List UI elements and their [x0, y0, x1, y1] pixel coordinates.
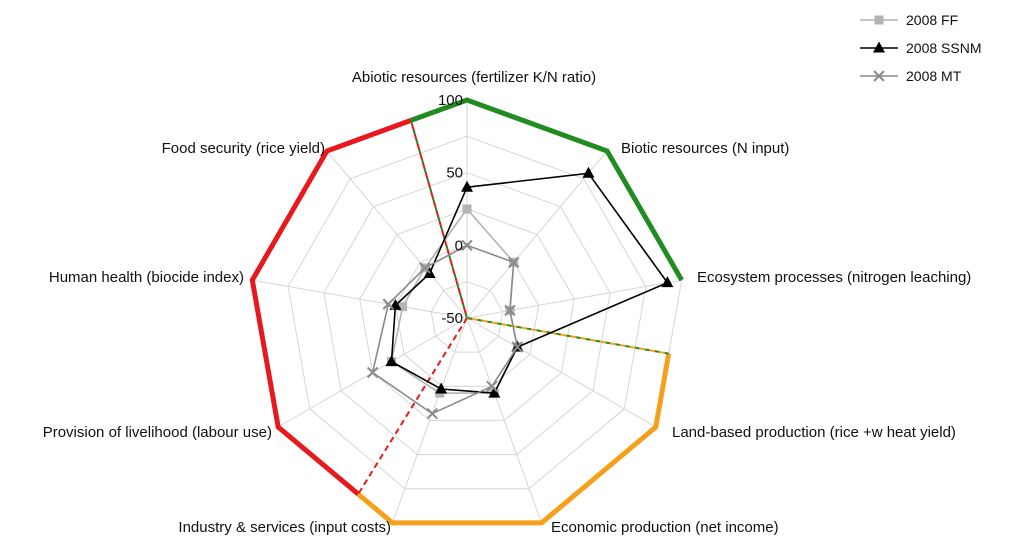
axis-label: Abiotic resources (fertilizer K/N ratio): [352, 69, 596, 86]
divider-line: [357, 317, 468, 495]
marker-triangle: [582, 166, 595, 178]
legend-label: 2008 FF: [906, 12, 958, 28]
marker-x: [508, 256, 520, 269]
axis-label: Biotic resources (N input): [621, 140, 789, 157]
tick-label: 50: [446, 165, 463, 182]
marker-x: [504, 304, 516, 317]
marker-x: [419, 262, 431, 274]
axis-label: Economic production (net income): [551, 519, 779, 536]
marker-x: [366, 366, 379, 379]
grid-spoke: [326, 150, 468, 319]
series-2008-mt: [366, 239, 524, 420]
axis-label: Food security (rice yield): [162, 140, 325, 157]
grid-ring: [323, 172, 611, 456]
marker-x: [511, 341, 524, 353]
outer-segment: [356, 353, 672, 526]
tick-labels: -50 0 50 100: [438, 92, 463, 327]
outer-segments: [249, 97, 684, 526]
series-2008-ssnm: [385, 166, 674, 398]
marker-x: [486, 380, 498, 392]
divider-line: [409, 120, 468, 319]
tick-label: 0: [455, 237, 463, 254]
grid-spoke: [466, 150, 608, 319]
axis-labels: Abiotic resources (fertilizer K/N ratio)…: [43, 69, 972, 536]
axis-label: Industry & services (input costs): [178, 519, 391, 536]
grid-spoke: [252, 279, 468, 319]
marker-triangle: [873, 41, 885, 53]
grid-spoke: [466, 279, 682, 319]
grid-ring: [287, 135, 647, 490]
marker-square: [462, 204, 472, 214]
marker-x: [873, 70, 885, 82]
legend: 2008 FF 2008 SSNM 2008 MT: [860, 12, 981, 84]
grid-spoke: [466, 317, 657, 428]
marker-x: [461, 239, 473, 252]
legend-item: 2008 MT: [860, 68, 962, 84]
grid-ring: [359, 208, 575, 421]
series-layer: [366, 166, 674, 420]
series-line: [390, 172, 669, 394]
marker-triangle: [661, 276, 674, 288]
marker-x: [426, 407, 438, 420]
series-2008-ff: [386, 204, 522, 398]
grid-spoke: [466, 317, 543, 524]
tick-label: 100: [438, 92, 463, 109]
divider-line: [466, 317, 669, 355]
grid-spoke: [391, 317, 468, 524]
axis-label: Land-based production (rice +w heat yiel…: [672, 424, 956, 441]
marker-square: [398, 302, 408, 312]
marker-x: [382, 298, 394, 310]
grid-ring: [430, 281, 504, 353]
axis-label: Human health (biocide index): [49, 269, 244, 286]
marker-triangle: [435, 382, 448, 394]
legend-label: 2008 SSNM: [906, 40, 981, 56]
axis-label: Ecosystem processes (nitrogen leaching): [697, 269, 971, 286]
legend-item: 2008 SSNM: [860, 40, 981, 56]
outer-segment: [410, 97, 684, 282]
marker-triangle: [488, 386, 501, 398]
outer-segment: [249, 118, 412, 497]
legend-item: 2008 FF: [860, 12, 958, 28]
marker-triangle: [461, 180, 473, 192]
legend-label: 2008 MT: [906, 68, 962, 84]
tick-label: -50: [441, 310, 463, 327]
series-line: [371, 244, 519, 415]
marker-square: [874, 15, 884, 25]
axis-label: Provision of livelihood (labour use): [43, 424, 272, 441]
marker-triangle: [385, 355, 398, 367]
